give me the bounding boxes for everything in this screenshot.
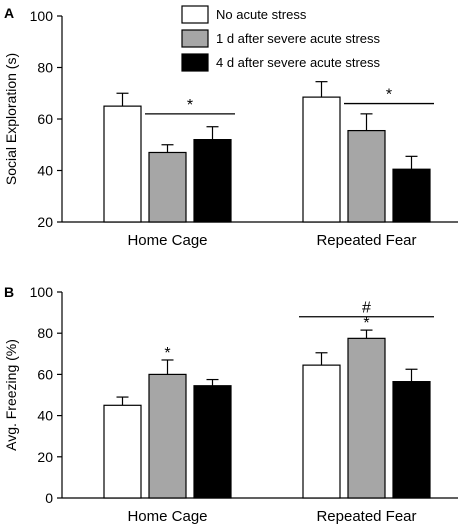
significance-marker: # xyxy=(362,300,371,317)
y-tick-label: 40 xyxy=(37,408,53,424)
y-tick-label: 40 xyxy=(37,163,53,179)
y-tick-label: 20 xyxy=(37,449,53,465)
legend-label: No acute stress xyxy=(216,7,307,22)
y-tick-label: 100 xyxy=(30,8,54,24)
bar xyxy=(302,96,341,223)
bar xyxy=(392,168,431,223)
panel-A: A 20 40 60 80 100 Social Exploration (s) Home C… xyxy=(3,5,458,249)
legend: No acute stress 1 d after severe acute st… xyxy=(181,5,381,72)
bar xyxy=(148,151,187,223)
y-tick-label: 20 xyxy=(37,214,53,230)
y-tick-label: 0 xyxy=(45,490,53,506)
bar xyxy=(193,385,232,499)
bar xyxy=(148,373,187,499)
significance-marker: * xyxy=(164,345,170,362)
y-axis-label: Avg. Freezing (%) xyxy=(3,339,19,451)
bar xyxy=(302,364,341,499)
significance-marker: * xyxy=(187,97,193,114)
panel-letter: B xyxy=(4,284,14,300)
panel-letter: A xyxy=(4,5,14,21)
x-category-label: Repeated Fear xyxy=(316,508,416,525)
legend-swatch xyxy=(181,53,209,72)
bar xyxy=(103,105,142,223)
y-axis-label: Social Exploration (s) xyxy=(3,53,19,185)
x-category-label: Home Cage xyxy=(127,508,207,525)
legend-swatch xyxy=(181,29,209,48)
y-tick-label: 80 xyxy=(37,325,53,341)
bar xyxy=(392,381,431,499)
x-category-label: Home Cage xyxy=(127,232,207,249)
legend-label: 4 d after severe acute stress xyxy=(216,55,381,70)
y-tick-label: 60 xyxy=(37,111,53,127)
y-tick-label: 80 xyxy=(37,60,53,76)
y-tick-label: 100 xyxy=(30,284,54,300)
bar xyxy=(193,139,232,223)
significance-marker: * xyxy=(386,87,392,104)
legend-swatch xyxy=(181,5,209,24)
panel-B: B 0 20 40 60 80 100 Avg. Freezing (%) Home Cage R… xyxy=(3,284,458,525)
bar xyxy=(347,129,386,223)
y-tick-label: 60 xyxy=(37,366,53,382)
bar xyxy=(347,337,386,499)
x-category-label: Repeated Fear xyxy=(316,232,416,249)
legend-label: 1 d after severe acute stress xyxy=(216,31,381,46)
significance-marker: * xyxy=(363,315,369,332)
bar xyxy=(103,404,142,499)
